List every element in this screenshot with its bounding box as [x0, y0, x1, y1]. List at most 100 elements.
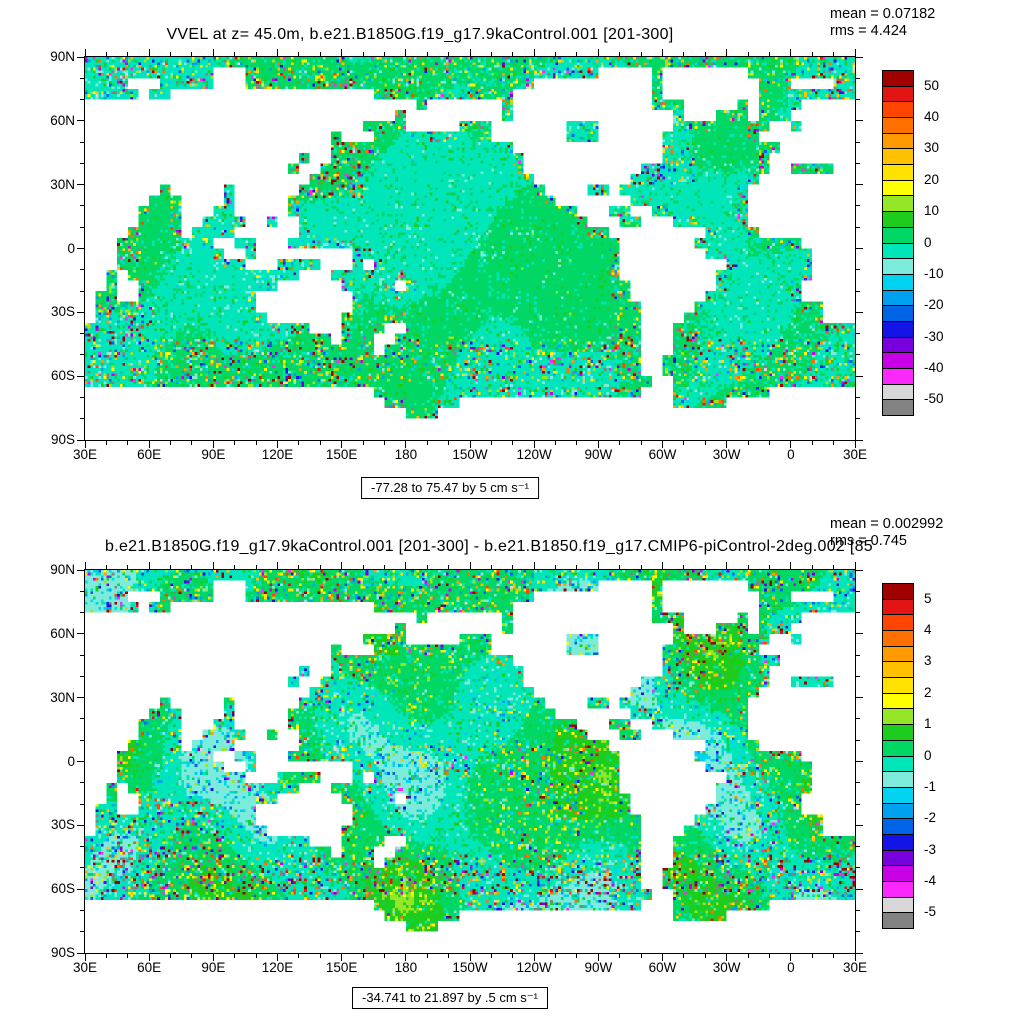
colorbar-box: [882, 583, 914, 600]
axis-tick: [855, 226, 860, 228]
axis-tick: [512, 565, 514, 570]
axis-tick: [619, 953, 621, 958]
axis-tick: [811, 565, 813, 570]
colorbar-box: [882, 693, 914, 709]
axis-tick: [80, 867, 85, 869]
axis-tick: [490, 52, 492, 57]
axis-tick: [855, 77, 860, 79]
axis-tick: [234, 440, 236, 445]
axis-tick: [619, 565, 621, 570]
axis-tick: [533, 562, 535, 570]
axis-tick: [405, 49, 407, 57]
axis-tick: [277, 562, 278, 570]
axis-tick: [597, 440, 599, 448]
axis-tick: [855, 761, 863, 762]
axis-tick: [854, 562, 856, 570]
axis-tick: [148, 440, 150, 448]
y-axis-label: 90N: [50, 49, 75, 64]
colorbar-box: [882, 771, 914, 788]
x-axis-label: 120W: [516, 960, 552, 975]
axis-tick: [640, 953, 642, 958]
axis-tick: [576, 953, 578, 958]
axis-tick: [84, 440, 86, 448]
axis-tick: [469, 49, 471, 57]
axis-tick: [533, 953, 535, 961]
axis-tick: [854, 953, 856, 961]
y-axis-label: 0: [67, 753, 75, 769]
axis-tick: [855, 867, 860, 869]
axis-tick: [855, 675, 860, 677]
axis-tick: [490, 953, 492, 958]
axis-tick: [77, 439, 85, 441]
y-axis-label: 60S: [50, 881, 75, 897]
axis-tick: [726, 953, 728, 961]
axis-tick: [80, 141, 85, 143]
colorbar-tick-label: -50: [924, 391, 944, 407]
axis-tick: [319, 440, 321, 445]
colorbar-tick-label: -1: [924, 778, 937, 794]
axis-tick: [704, 52, 706, 57]
axis-tick: [768, 52, 770, 57]
axis-tick: [662, 49, 663, 57]
colorbar-tick-label: 5: [924, 590, 932, 606]
axis-tick: [855, 162, 860, 164]
x-axis-label: 30E: [842, 447, 868, 462]
axis-tick: [640, 440, 642, 445]
axis-tick: [855, 56, 863, 58]
axis-tick: [298, 953, 300, 958]
axis-tick: [768, 953, 770, 958]
colorbar-box: [882, 787, 914, 804]
axis-tick: [383, 52, 385, 57]
axis-tick: [148, 562, 150, 570]
colorbar-box: [882, 724, 914, 741]
axis-tick: [533, 49, 535, 57]
axis-tick: [704, 565, 706, 570]
axis-tick: [148, 49, 150, 57]
axis-tick: [512, 440, 514, 445]
axis-tick: [747, 953, 749, 958]
axis-tick: [77, 697, 85, 699]
axis-tick: [576, 52, 578, 57]
colorbar-box: [882, 290, 914, 306]
colorbar-box: [882, 881, 914, 898]
y-axis-label: 60N: [50, 625, 75, 641]
colorbar-box: [882, 803, 914, 819]
x-axis-label: 150W: [452, 960, 488, 975]
axis-tick: [619, 440, 621, 445]
axis-tick: [512, 953, 514, 958]
y-axis-label: 90N: [50, 562, 75, 577]
axis-tick: [127, 565, 129, 570]
axis-tick: [80, 226, 85, 228]
axis-tick: [298, 565, 300, 570]
axis-tick: [597, 49, 599, 57]
axis-tick: [80, 612, 85, 614]
x-axis-label: 180: [394, 447, 418, 462]
axis-tick: [77, 56, 85, 58]
axis-tick: [80, 675, 85, 677]
colorbar-box: [882, 321, 914, 338]
colorbar-box: [882, 614, 914, 631]
rms-stat-bottom: rms = 0.745: [830, 533, 907, 549]
axis-tick: [77, 184, 85, 186]
colorbar-tick-label: -40: [924, 359, 944, 375]
axis-tick: [512, 52, 514, 57]
mean-stat-top: mean = 0.07182: [830, 6, 936, 22]
axis-tick: [683, 440, 685, 445]
axis-tick: [790, 562, 792, 570]
axis-tick: [597, 562, 599, 570]
axis-tick: [80, 739, 85, 741]
axis-tick: [855, 612, 860, 614]
axis-tick: [105, 953, 107, 958]
colorbar-tick-label: -5: [924, 904, 937, 920]
x-axis-label: 0: [787, 960, 795, 975]
colorbar-box: [882, 399, 914, 416]
axis-tick: [855, 697, 863, 699]
x-axis-label: 120E: [261, 447, 294, 462]
axis-tick: [426, 565, 428, 570]
axis-tick: [77, 248, 85, 249]
axis-tick: [191, 565, 193, 570]
axis-tick: [555, 52, 557, 57]
colorbar-box: [882, 101, 914, 118]
axis-tick: [77, 888, 85, 890]
contour-range-label-bottom: -34.741 to 21.897 by .5 cm s⁻¹: [352, 987, 548, 1009]
